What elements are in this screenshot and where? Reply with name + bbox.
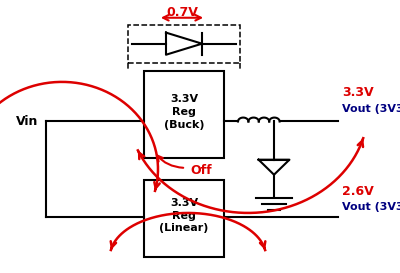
Text: 2.6V: 2.6V [342, 185, 374, 198]
Bar [144, 180, 224, 257]
Text: 0.7V: 0.7V [166, 6, 198, 19]
Text: 3.3V: 3.3V [342, 86, 374, 99]
Text: Vout (3V3S): Vout (3V3S) [342, 104, 400, 114]
Bar [128, 25, 240, 63]
Text: 3.3V
Reg
(Buck): 3.3V Reg (Buck) [164, 94, 204, 130]
Text: 3.3V
Reg
(Linear): 3.3V Reg (Linear) [159, 198, 209, 233]
Text: Off: Off [190, 164, 212, 177]
Text: Vout (3V3L): Vout (3V3L) [342, 203, 400, 212]
Text: Vin: Vin [16, 115, 38, 128]
Bar [144, 71, 224, 158]
